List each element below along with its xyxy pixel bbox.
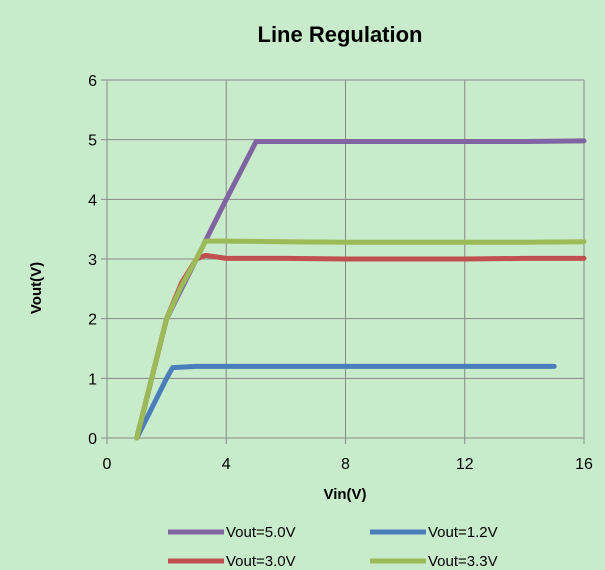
legend: Vout=5.0V Vout=1.2V Vout=3.0V Vout=3.3V bbox=[168, 524, 498, 570]
y-tick-label: 3 bbox=[88, 252, 97, 269]
y-tick-label: 1 bbox=[88, 371, 97, 388]
y-tick-label: 5 bbox=[88, 133, 97, 150]
x-tick-label: 12 bbox=[456, 456, 474, 473]
legend-label: Vout=1.2V bbox=[428, 524, 498, 541]
y-tick-label: 6 bbox=[88, 73, 97, 90]
x-tick-label: 0 bbox=[103, 456, 112, 473]
x-axis-title: Vin(V) bbox=[323, 486, 366, 503]
legend-label: Vout=3.0V bbox=[226, 553, 296, 570]
x-tick-label: 16 bbox=[575, 456, 593, 473]
chart-title: Line Regulation bbox=[258, 22, 423, 47]
series-lines bbox=[134, 138, 587, 441]
y-axis-title: Vout(V) bbox=[28, 262, 45, 314]
series-line-4 bbox=[134, 238, 587, 441]
y-tick-label: 4 bbox=[88, 192, 97, 209]
legend-label: Vout=3.3V bbox=[428, 553, 498, 570]
x-tick-label: 4 bbox=[222, 456, 231, 473]
y-tick-label: 2 bbox=[88, 312, 97, 329]
series-line-2 bbox=[134, 363, 557, 441]
legend-label: Vout=5.0V bbox=[226, 524, 296, 541]
x-tick-label: 8 bbox=[341, 456, 350, 473]
y-tick-label: 0 bbox=[88, 431, 97, 448]
